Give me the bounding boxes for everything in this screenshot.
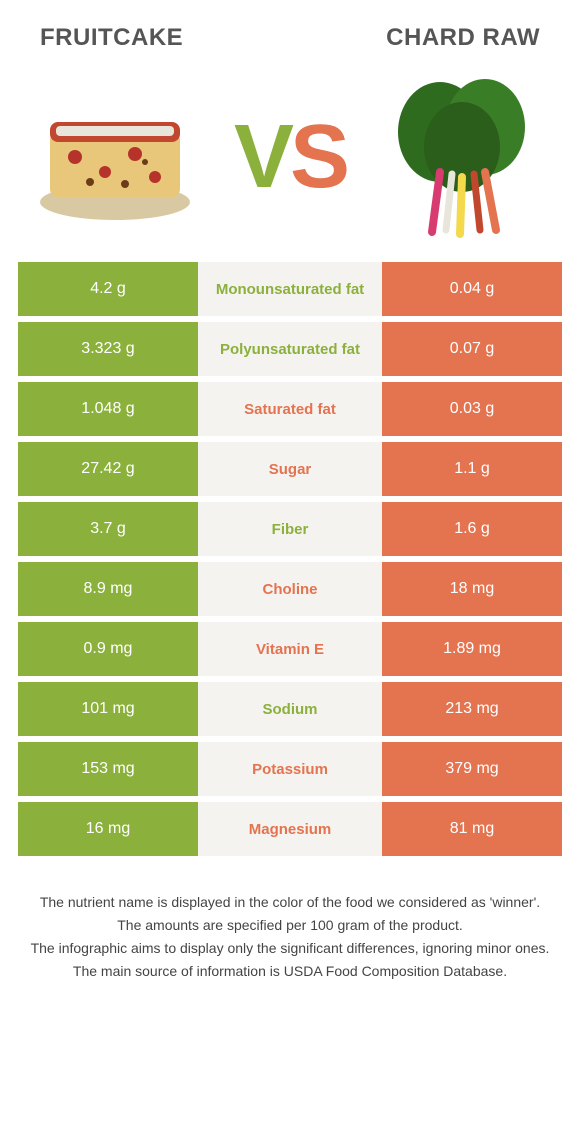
nutrient-label: Vitamin E (198, 622, 382, 676)
hero-row: VS (0, 62, 580, 262)
left-value-cell: 3.323 g (18, 322, 198, 376)
footer-line: The main source of information is USDA F… (28, 961, 552, 982)
table-row: 8.9 mgCholine18 mg (18, 562, 562, 616)
table-row: 4.2 gMonounsaturated fat0.04 g (18, 262, 562, 316)
left-value-cell: 0.9 mg (18, 622, 198, 676)
table-row: 27.42 gSugar1.1 g (18, 442, 562, 496)
fruitcake-image (30, 72, 200, 242)
footer-line: The amounts are specified per 100 gram o… (28, 915, 552, 936)
vs-label: VS (234, 112, 346, 202)
right-value-cell: 0.07 g (382, 322, 562, 376)
left-value-cell: 27.42 g (18, 442, 198, 496)
table-row: 0.9 mgVitamin E1.89 mg (18, 622, 562, 676)
table-row: 1.048 gSaturated fat0.03 g (18, 382, 562, 436)
right-value-cell: 1.89 mg (382, 622, 562, 676)
table-row: 16 mgMagnesium81 mg (18, 802, 562, 856)
right-value-cell: 213 mg (382, 682, 562, 736)
right-value-cell: 0.04 g (382, 262, 562, 316)
table-row: 3.7 gFiber1.6 g (18, 502, 562, 556)
nutrient-label: Choline (198, 562, 382, 616)
table-row: 3.323 gPolyunsaturated fat0.07 g (18, 322, 562, 376)
right-value-cell: 1.6 g (382, 502, 562, 556)
nutrient-label: Sugar (198, 442, 382, 496)
right-value-cell: 1.1 g (382, 442, 562, 496)
left-value-cell: 4.2 g (18, 262, 198, 316)
nutrient-label: Polyunsaturated fat (198, 322, 382, 376)
right-value-cell: 81 mg (382, 802, 562, 856)
chard-image (380, 72, 550, 242)
comparison-table: 4.2 gMonounsaturated fat0.04 g 3.323 gPol… (0, 262, 580, 856)
table-row: 101 mgSodium213 mg (18, 682, 562, 736)
left-value-cell: 16 mg (18, 802, 198, 856)
nutrient-label: Potassium (198, 742, 382, 796)
footer-line: The nutrient name is displayed in the co… (28, 892, 552, 913)
left-value-cell: 1.048 g (18, 382, 198, 436)
right-value-cell: 18 mg (382, 562, 562, 616)
nutrient-label: Magnesium (198, 802, 382, 856)
left-value-cell: 3.7 g (18, 502, 198, 556)
table-row: 153 mgPotassium379 mg (18, 742, 562, 796)
nutrient-label: Fiber (198, 502, 382, 556)
left-food-title: Fruitcake (40, 24, 183, 52)
vs-s: S (290, 107, 346, 207)
right-value-cell: 379 mg (382, 742, 562, 796)
right-value-cell: 0.03 g (382, 382, 562, 436)
footer-line: The infographic aims to display only the… (28, 938, 552, 959)
nutrient-label: Sodium (198, 682, 382, 736)
left-value-cell: 101 mg (18, 682, 198, 736)
left-value-cell: 153 mg (18, 742, 198, 796)
nutrient-label: Saturated fat (198, 382, 382, 436)
header: Fruitcake Chard Raw (0, 0, 580, 62)
vs-v: V (234, 107, 290, 207)
right-food-title: Chard Raw (386, 24, 540, 52)
left-value-cell: 8.9 mg (18, 562, 198, 616)
nutrient-label: Monounsaturated fat (198, 262, 382, 316)
footer-notes: The nutrient name is displayed in the co… (0, 862, 580, 982)
